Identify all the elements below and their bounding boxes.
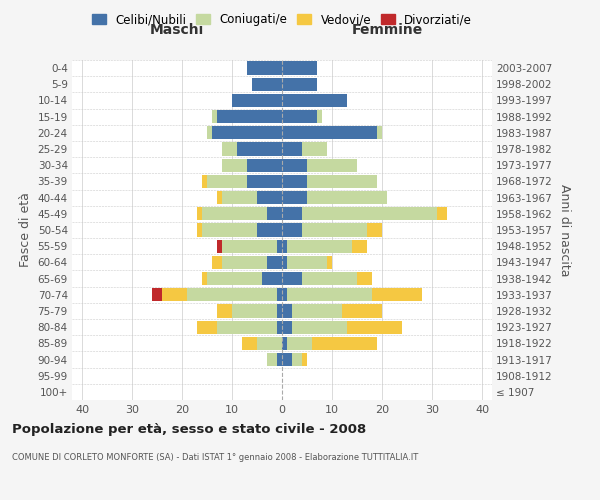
Bar [222, 142, 237, 156]
Bar [282, 304, 292, 318]
Bar [242, 336, 257, 350]
Bar [282, 240, 287, 253]
Bar [267, 353, 277, 366]
Bar [252, 78, 282, 91]
Bar [312, 336, 377, 350]
Bar [222, 158, 247, 172]
Bar [207, 175, 247, 188]
Bar [202, 272, 207, 285]
Bar [287, 240, 352, 253]
Bar [307, 158, 357, 172]
Bar [277, 353, 282, 366]
Bar [267, 207, 282, 220]
Bar [282, 224, 302, 236]
Bar [217, 320, 277, 334]
Bar [287, 288, 372, 302]
Bar [257, 224, 282, 236]
Bar [302, 224, 367, 236]
Bar [292, 353, 302, 366]
Bar [282, 207, 302, 220]
Bar [207, 272, 262, 285]
Bar [187, 288, 277, 302]
Bar [282, 353, 292, 366]
Bar [197, 224, 202, 236]
Bar [282, 158, 307, 172]
Bar [347, 320, 402, 334]
Bar [282, 126, 377, 140]
Bar [197, 207, 202, 220]
Bar [247, 158, 282, 172]
Bar [217, 240, 222, 253]
Bar [277, 320, 282, 334]
Bar [222, 240, 277, 253]
Bar [317, 110, 322, 124]
Bar [292, 304, 342, 318]
Bar [302, 272, 357, 285]
Y-axis label: Fasce di età: Fasce di età [19, 192, 32, 268]
Bar [237, 142, 282, 156]
Bar [262, 272, 282, 285]
Text: Popolazione per età, sesso e stato civile - 2008: Popolazione per età, sesso e stato civil… [12, 422, 366, 436]
Bar [257, 336, 282, 350]
Bar [207, 126, 212, 140]
Bar [367, 224, 382, 236]
Bar [202, 207, 267, 220]
Bar [217, 191, 222, 204]
Bar [282, 78, 317, 91]
Bar [232, 304, 277, 318]
Bar [212, 256, 222, 269]
Bar [282, 62, 317, 74]
Bar [232, 94, 282, 107]
Bar [162, 288, 187, 302]
Bar [282, 142, 302, 156]
Bar [277, 288, 282, 302]
Bar [327, 256, 332, 269]
Bar [247, 62, 282, 74]
Bar [282, 336, 287, 350]
Bar [247, 175, 282, 188]
Bar [302, 142, 327, 156]
Bar [282, 288, 287, 302]
Bar [307, 191, 387, 204]
Bar [352, 240, 367, 253]
Legend: Celibi/Nubili, Coniugati/e, Vedovi/e, Divorziati/e: Celibi/Nubili, Coniugati/e, Vedovi/e, Di… [87, 8, 477, 31]
Bar [342, 304, 382, 318]
Bar [152, 288, 162, 302]
Bar [282, 94, 347, 107]
Bar [357, 272, 372, 285]
Bar [277, 304, 282, 318]
Bar [282, 320, 292, 334]
Bar [282, 110, 317, 124]
Bar [282, 191, 307, 204]
Bar [257, 191, 282, 204]
Bar [302, 207, 437, 220]
Bar [377, 126, 382, 140]
Bar [267, 256, 282, 269]
Bar [437, 207, 447, 220]
Bar [302, 353, 307, 366]
Bar [372, 288, 422, 302]
Text: Femmine: Femmine [352, 24, 422, 38]
Bar [222, 256, 267, 269]
Bar [217, 304, 232, 318]
Bar [197, 320, 217, 334]
Bar [217, 110, 282, 124]
Bar [287, 256, 327, 269]
Bar [277, 240, 282, 253]
Bar [222, 191, 257, 204]
Y-axis label: Anni di nascita: Anni di nascita [559, 184, 571, 276]
Bar [292, 320, 347, 334]
Bar [287, 336, 312, 350]
Bar [212, 126, 282, 140]
Bar [307, 175, 377, 188]
Bar [212, 110, 217, 124]
Bar [282, 175, 307, 188]
Text: Maschi: Maschi [150, 24, 204, 38]
Text: COMUNE DI CORLETO MONFORTE (SA) - Dati ISTAT 1° gennaio 2008 - Elaborazione TUTT: COMUNE DI CORLETO MONFORTE (SA) - Dati I… [12, 452, 418, 462]
Bar [202, 224, 257, 236]
Bar [202, 175, 207, 188]
Bar [282, 272, 302, 285]
Bar [282, 256, 287, 269]
